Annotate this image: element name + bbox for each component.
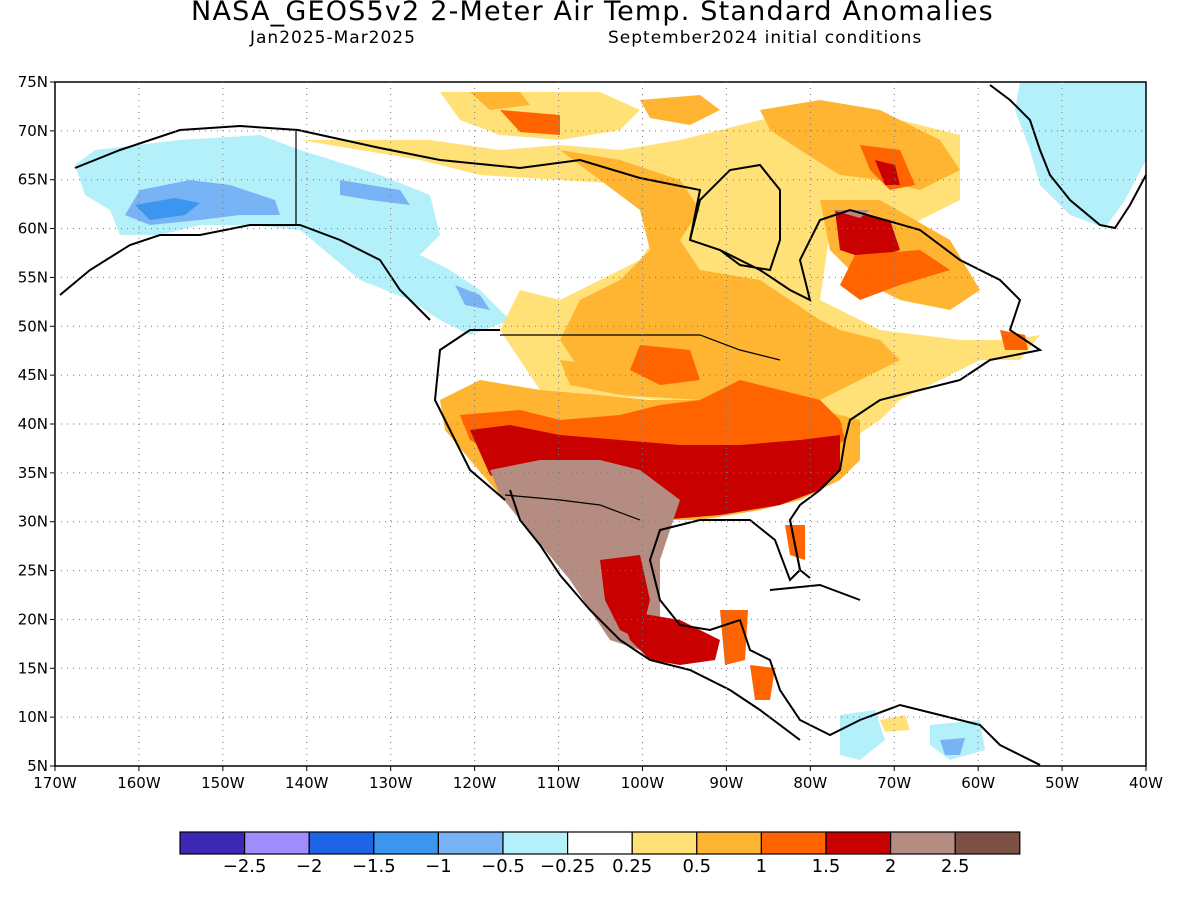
- map-title: NASA_GEOS5v2 2-Meter Air Temp. Standard …: [191, 0, 994, 27]
- colorbar-swatch: [437, 831, 504, 855]
- colorbar-label: 2: [885, 856, 896, 877]
- colorbar-swatch: [373, 831, 439, 855]
- lat-label: 65N: [18, 171, 48, 189]
- lon-label: 120W: [453, 774, 497, 792]
- us-mexico-border: [504, 494, 641, 521]
- lat-label: 30N: [18, 513, 48, 531]
- lon-label: 130W: [369, 774, 413, 792]
- colorbar-swatch: [631, 831, 698, 855]
- colorbar-label: −2.5: [223, 856, 267, 877]
- lat-label: 15N: [18, 659, 48, 677]
- colorbar-swatch: [889, 831, 956, 855]
- cuba: [769, 583, 861, 601]
- colorbar-swatch: [502, 831, 569, 855]
- lon-label: 50W: [1045, 774, 1079, 792]
- coastlines: [59, 84, 1147, 766]
- lat-label: 50N: [18, 317, 48, 335]
- lon-label: 110W: [537, 774, 581, 792]
- colorbar-label: −1.5: [352, 856, 396, 877]
- latitude-labels: 75N 70N 65N 60N 55N 50N 45N 40N 35N 30N 25N 20N 15N 1…: [18, 73, 48, 775]
- colorbar-label: 1.5: [812, 856, 841, 877]
- hudson-bay: [689, 163, 781, 272]
- colorbar-label: −0.5: [481, 856, 525, 877]
- lon-label: 160W: [117, 774, 161, 792]
- florida: [789, 519, 811, 579]
- lon-label: 100W: [621, 774, 665, 792]
- lat-label: 55N: [18, 268, 48, 286]
- lat-label: 5N: [27, 757, 48, 775]
- colorbar-swatch: [825, 831, 892, 855]
- lon-label: 70W: [877, 774, 911, 792]
- lon-label: 170W: [33, 774, 77, 792]
- greenland-coast: [989, 84, 1147, 230]
- initial-conditions: September2024 initial conditions: [608, 28, 923, 48]
- lat-label: 60N: [18, 220, 48, 238]
- lat-label: 25N: [18, 562, 48, 580]
- canada-warm-mid: [560, 150, 900, 400]
- colorbar-label: 0.25: [612, 856, 652, 877]
- lat-label: 70N: [18, 122, 48, 140]
- colorbar-swatch: [696, 831, 762, 855]
- colorbar-label: −0.25: [540, 856, 595, 877]
- colorbar-swatch: [244, 831, 310, 855]
- colorbar-label: −2: [296, 856, 323, 877]
- lon-label: 60W: [961, 774, 995, 792]
- lon-label: 40W: [1129, 774, 1163, 792]
- lon-label: 80W: [793, 774, 827, 792]
- alaska-cool-strong: [135, 198, 200, 220]
- colorbar-swatch: [954, 831, 1021, 855]
- colorbar-label: 0.5: [682, 856, 711, 877]
- lat-label: 75N: [18, 73, 48, 91]
- lon-label: 140W: [285, 774, 329, 792]
- lon-label: 150W: [201, 774, 245, 792]
- colorbar-swatch: [179, 831, 246, 855]
- north-america-coast: [59, 124, 1043, 766]
- lat-label: 45N: [18, 366, 48, 384]
- colorbar-swatch: [308, 831, 375, 855]
- lat-label: 10N: [18, 708, 48, 726]
- colorbar-swatch: [760, 831, 827, 855]
- colorbar-label: 1: [756, 856, 767, 877]
- lon-label: 90W: [709, 774, 743, 792]
- colorbar: [179, 831, 1021, 855]
- us-canada-border: [500, 334, 781, 361]
- longitude-labels: 170W 160W 150W 140W 130W 120W 110W 100W 90W 80W 70…: [33, 774, 1163, 792]
- anomaly-field: [75, 82, 1146, 760]
- colorbar-label: −1: [425, 856, 452, 877]
- forecast-period: Jan2025-Mar2025: [250, 28, 416, 48]
- colorbar-label: 2.5: [941, 856, 970, 877]
- lat-label: 35N: [18, 464, 48, 482]
- lat-label: 40N: [18, 415, 48, 433]
- colorbar-labels: −2.5 −2 −1.5 −1 −0.5 −0.25 0.25 0.5 1 1.5 2 2.5: [223, 856, 970, 877]
- greenland-anomaly: [1015, 82, 1146, 228]
- colorbar-swatch: [566, 831, 633, 855]
- graticule: [50, 81, 1147, 771]
- lat-label: 20N: [18, 610, 48, 628]
